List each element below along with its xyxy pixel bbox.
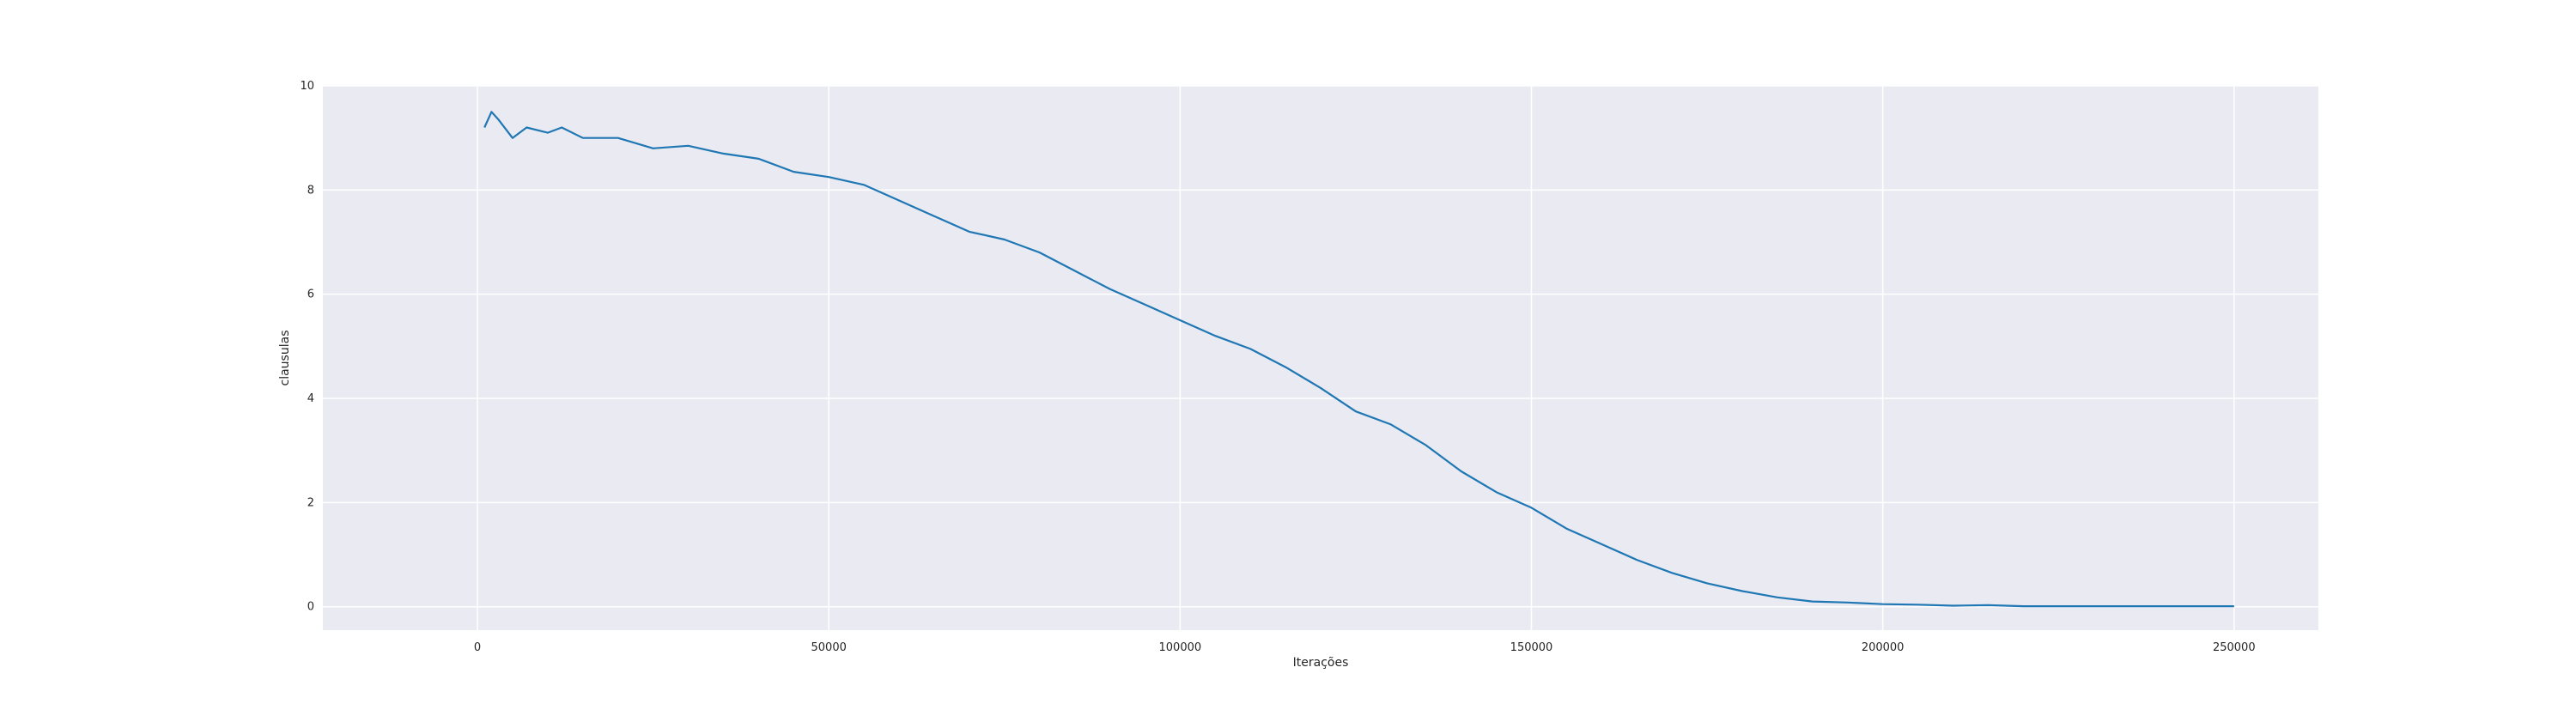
y-tick-label: 6 xyxy=(307,288,314,301)
plot-background xyxy=(323,86,2318,630)
y-tick-label: 8 xyxy=(307,184,314,197)
y-tick-label: 10 xyxy=(300,80,314,93)
y-tick-label: 0 xyxy=(307,601,314,614)
y-axis-label: clausulas xyxy=(278,331,292,386)
x-axis-label: Iterações xyxy=(1293,656,1349,670)
tick-labels: 0 50000 100000 150000 200000 250000 0 2 4 6 8 10 xyxy=(300,80,2255,654)
series-group xyxy=(483,111,2234,608)
y-tick-label: 2 xyxy=(307,496,314,509)
grid xyxy=(323,85,2318,630)
x-tick-label: 100000 xyxy=(1159,641,1202,654)
x-tick-label: 50000 xyxy=(811,641,847,654)
x-tick-label: 200000 xyxy=(1862,641,1905,654)
y-tick-label: 4 xyxy=(307,392,314,405)
x-tick-label: 150000 xyxy=(1510,641,1553,654)
series-line xyxy=(483,111,2234,608)
x-tick-label: 0 xyxy=(474,641,481,654)
x-tick-label: 250000 xyxy=(2213,641,2256,654)
